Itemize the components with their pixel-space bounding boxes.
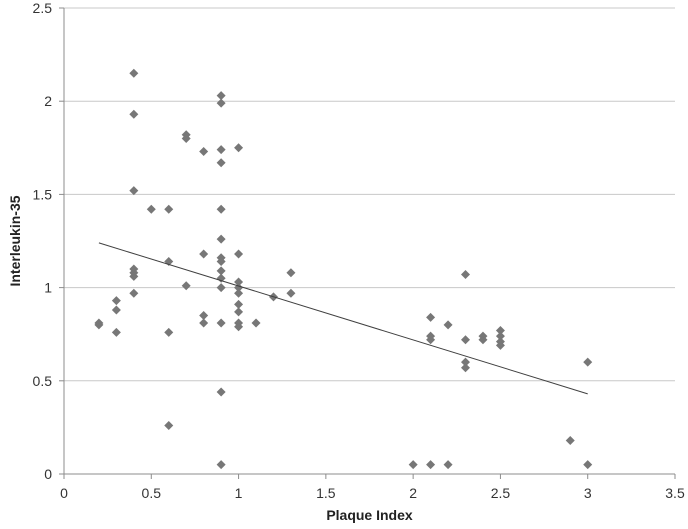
data-point <box>234 307 244 317</box>
data-point <box>461 270 471 280</box>
x-axis-title: Plaque Index <box>326 507 413 523</box>
data-point <box>234 143 244 153</box>
data-point <box>286 288 296 298</box>
y-tick-label: 2.5 <box>33 0 53 16</box>
x-tick-label: 1.5 <box>316 485 336 501</box>
data-point <box>199 147 209 157</box>
data-point <box>216 91 226 101</box>
data-point <box>181 133 191 143</box>
data-point <box>478 335 488 345</box>
x-tick-label: 2 <box>409 485 417 501</box>
data-point <box>164 204 174 214</box>
data-point <box>583 357 593 367</box>
data-point <box>111 296 121 306</box>
data-point <box>426 460 436 470</box>
data-point <box>216 204 226 214</box>
y-axis-ticks: 0 0.5 1 1.5 2 2.5 <box>33 0 64 482</box>
x-tick-label: 3 <box>584 485 592 501</box>
data-point <box>111 327 121 337</box>
data-point <box>181 281 191 291</box>
data-point <box>216 266 226 276</box>
data-point <box>216 257 226 267</box>
data-point <box>129 68 139 78</box>
data-point <box>286 268 296 278</box>
data-point <box>408 460 418 470</box>
data-point <box>164 421 174 431</box>
data-point <box>583 460 593 470</box>
data-point <box>426 312 436 322</box>
data-point <box>216 158 226 168</box>
data-point <box>164 327 174 337</box>
data-point <box>234 299 244 309</box>
data-point <box>251 318 261 328</box>
data-point <box>216 234 226 244</box>
data-point <box>461 363 471 373</box>
x-tick-label: 2.5 <box>491 485 511 501</box>
y-tick-label: 0 <box>44 466 52 482</box>
data-point <box>129 271 139 281</box>
data-point <box>443 320 453 330</box>
trendline <box>98 242 588 395</box>
data-point <box>216 283 226 293</box>
data-point <box>199 318 209 328</box>
x-axis-ticks: 0 0.5 1 1.5 2 2.5 3 3.5 <box>60 474 685 501</box>
x-tick-label: 3.5 <box>665 485 685 501</box>
y-axis-title: Interleukin-35 <box>7 195 23 286</box>
data-point <box>216 273 226 283</box>
data-point <box>216 387 226 397</box>
data-point <box>216 460 226 470</box>
data-point <box>129 288 139 298</box>
y-tick-label: 2 <box>44 93 52 109</box>
data-point <box>565 435 575 445</box>
y-tick-label: 1 <box>44 280 52 296</box>
data-point <box>94 320 104 330</box>
data-point <box>129 186 139 196</box>
data-point <box>234 288 244 298</box>
data-point <box>495 331 505 341</box>
x-tick-label: 0.5 <box>142 485 162 501</box>
data-point <box>461 357 471 367</box>
data-point <box>129 109 139 119</box>
data-point <box>495 340 505 350</box>
gridlines <box>64 7 675 382</box>
data-point <box>216 145 226 155</box>
data-point <box>199 311 209 321</box>
data-point <box>146 204 156 214</box>
data-point <box>443 460 453 470</box>
data-point <box>111 305 121 315</box>
data-point <box>216 318 226 328</box>
data-point <box>234 322 244 332</box>
x-tick-label: 1 <box>235 485 243 501</box>
data-point <box>199 249 209 259</box>
data-point <box>495 325 505 335</box>
x-tick-label: 0 <box>60 485 68 501</box>
data-point <box>426 335 436 345</box>
data-point <box>234 277 244 287</box>
y-tick-label: 0.5 <box>33 373 53 389</box>
data-point <box>216 98 226 108</box>
y-tick-label: 1.5 <box>33 186 53 202</box>
data-point <box>234 249 244 259</box>
data-point <box>461 335 471 345</box>
data-points <box>94 68 593 470</box>
